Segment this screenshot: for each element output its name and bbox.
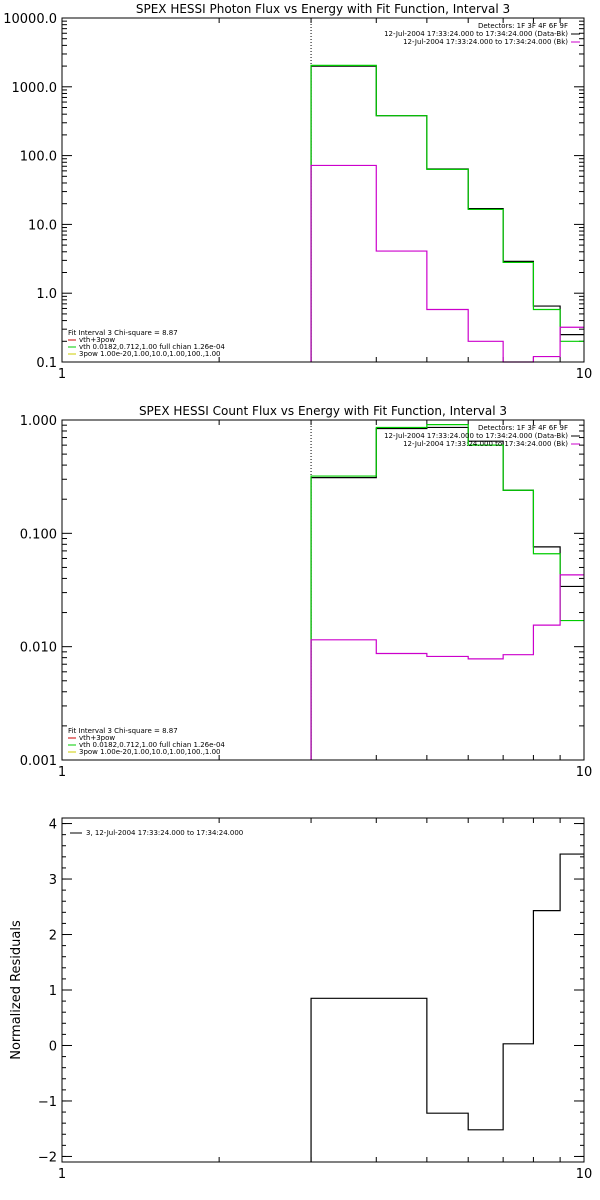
legend-entry: 12-Jul-2004 17:33:24.000 to 17:34:24.000… xyxy=(384,432,568,440)
y-tick-label: 0.1 xyxy=(36,356,57,371)
legend-entry: vth+3pow xyxy=(79,336,115,344)
count-minor-ticks xyxy=(62,420,584,760)
photon-series-2-line xyxy=(310,164,584,363)
count-series-1-line xyxy=(310,424,584,760)
y-tick-label: 3 xyxy=(49,873,57,888)
y-tick-label: 0 xyxy=(49,1039,57,1054)
y-tick-label: 1000.0 xyxy=(12,81,58,96)
x-tick-label: 10 xyxy=(576,1167,593,1182)
y-tick-label: 0.100 xyxy=(20,527,57,542)
legend-entry: 12-Jul-2004 17:33:24.000 to 17:34:24.000… xyxy=(403,440,568,448)
photon-series-1 xyxy=(310,64,584,362)
photon-minor-ticks xyxy=(62,18,584,362)
legend-entry: vth 0.0182,0.712,1.00 full chian 1.26e-0… xyxy=(79,741,225,749)
count-chart: SPEX HESSI Count Flux vs Energy with Fit… xyxy=(20,404,592,780)
y-tick-label: 0.010 xyxy=(20,641,57,656)
count-series-1 xyxy=(310,424,584,760)
y-tick-label: 4 xyxy=(49,818,57,833)
legend-entry: 3, 12-Jul-2004 17:33:24.000 to 17:34:24.… xyxy=(86,829,243,837)
photon-series-0-line xyxy=(310,65,584,362)
y-tick-label: 1 xyxy=(49,984,57,999)
residuals-minor-ticks xyxy=(62,818,584,1162)
count-series-0 xyxy=(310,426,584,760)
legend-entry: Detectors: 1F 3F 4F 6F 9F xyxy=(478,22,568,30)
photon-title: SPEX HESSI Photon Flux vs Energy with Fi… xyxy=(136,2,510,16)
legend-entry: 3pow 1.00e-20,1.00,10.0,1.00,100.,1.00 xyxy=(79,748,221,756)
x-tick-label: 10 xyxy=(576,367,593,382)
y-tick-label: −2 xyxy=(38,1150,57,1165)
legend-entry: vth+3pow xyxy=(79,734,115,742)
photon-series-1-line xyxy=(310,64,584,362)
x-tick-label: 1 xyxy=(58,367,66,382)
x-tick-label: 1 xyxy=(58,1167,66,1182)
x-tick-label: 1 xyxy=(58,765,66,780)
y-tick-label: 1.0 xyxy=(36,287,57,302)
legend-entry: vth 0.0182,0.712,1.00 full chian 1.26e-0… xyxy=(79,343,225,351)
photon-chart: SPEX HESSI Photon Flux vs Energy with Fi… xyxy=(3,2,592,382)
legend-entry: Detectors: 1F 3F 4F 6F 9F xyxy=(478,424,568,432)
legend-entry: Fit Interval 3 Chi-square = 8.87 xyxy=(68,727,178,735)
count-series-2 xyxy=(310,574,584,760)
y-tick-label: −1 xyxy=(38,1095,57,1110)
count-plot-frame xyxy=(61,419,585,761)
residuals-series-0 xyxy=(310,853,584,1162)
y-tick-label: 10000.0 xyxy=(3,12,57,27)
residuals-chart: Normalized Residuals −2 −1 0 1 2 3 4 1 10 3, 12-Ju… xyxy=(9,817,593,1182)
legend-entry: 12-Jul-2004 17:33:24.000 to 17:34:24.000… xyxy=(384,30,568,38)
y-tick-label: 1.000 xyxy=(20,414,57,429)
y-tick-label: 0.001 xyxy=(20,754,57,769)
legend-entry: 12-Jul-2004 17:33:24.000 to 17:34:24.000… xyxy=(403,38,568,46)
legend-entry: Fit Interval 3 Chi-square = 8.87 xyxy=(68,329,178,337)
legend-entry: 3pow 1.00e-20,1.00,10.0,1.00,100.,1.00 xyxy=(79,350,221,358)
photon-plot-frame xyxy=(61,17,585,363)
y-tick-label: 2 xyxy=(49,929,57,944)
count-series-0-line xyxy=(310,426,584,760)
residuals-plot-frame xyxy=(61,817,585,1163)
residuals-series-0-line xyxy=(310,853,584,1162)
y-tick-label: 100.0 xyxy=(20,150,57,165)
count-series-2-line xyxy=(310,574,584,760)
count-title: SPEX HESSI Count Flux vs Energy with Fit… xyxy=(139,404,507,418)
photon-series-0 xyxy=(310,65,584,362)
residuals-y-axis-label: Normalized Residuals xyxy=(9,920,24,1060)
x-tick-label: 10 xyxy=(576,765,593,780)
photon-series-2 xyxy=(310,164,584,363)
y-tick-label: 10.0 xyxy=(28,218,57,233)
